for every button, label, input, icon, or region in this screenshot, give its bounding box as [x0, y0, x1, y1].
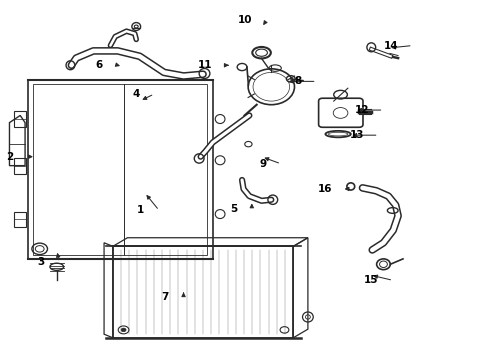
Text: 14: 14: [383, 41, 397, 50]
Text: 16: 16: [317, 184, 331, 194]
Text: 10: 10: [237, 15, 251, 26]
Text: 9: 9: [259, 159, 266, 169]
Text: 15: 15: [364, 275, 378, 285]
Text: 12: 12: [354, 105, 368, 115]
Text: 11: 11: [198, 60, 212, 70]
Text: 13: 13: [349, 130, 363, 140]
Ellipse shape: [121, 328, 126, 332]
Text: 8: 8: [294, 76, 302, 86]
Text: 3: 3: [37, 257, 44, 267]
Text: 4: 4: [132, 89, 140, 99]
Text: 1: 1: [137, 206, 144, 216]
Text: 6: 6: [96, 60, 103, 70]
Text: 5: 5: [229, 204, 237, 214]
Text: 7: 7: [161, 292, 168, 302]
Text: 2: 2: [6, 152, 13, 162]
